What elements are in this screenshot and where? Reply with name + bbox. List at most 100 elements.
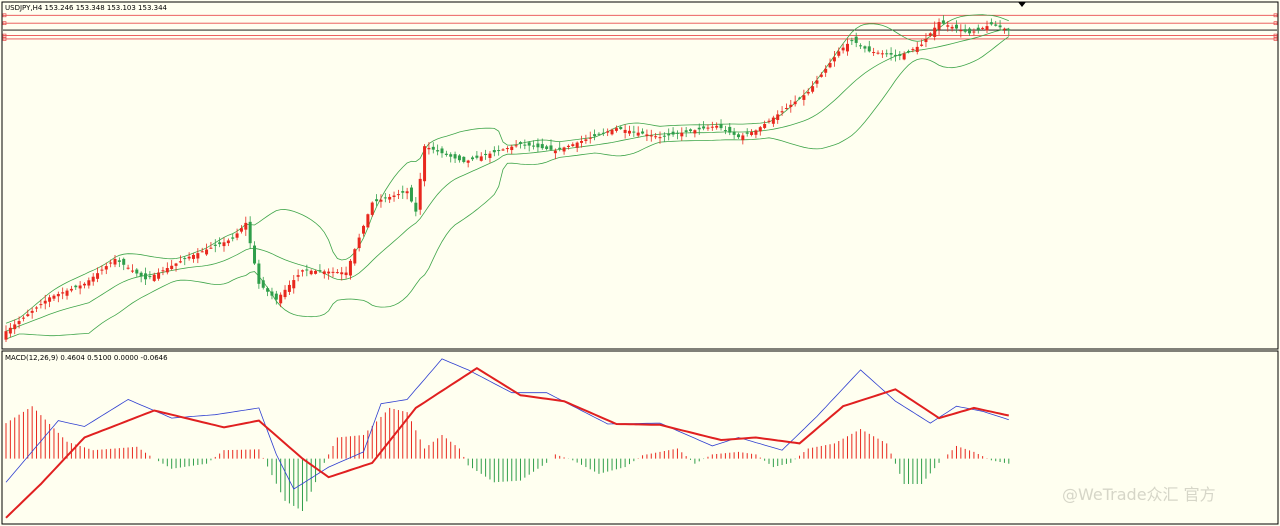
candle-body [702,126,706,129]
chart-shift-marker[interactable] [1018,2,1026,7]
candle-body [876,52,880,54]
candle-body [401,191,405,193]
candle-body [928,33,932,36]
candle-body [375,199,379,202]
horizontal-levels[interactable] [2,13,1278,41]
candle-body [117,260,121,262]
candle-body [183,258,187,260]
candle-body [305,269,309,271]
candle-body [340,272,344,275]
candle-body [226,240,230,244]
candle-body [619,127,623,130]
candle-body [745,132,749,134]
candle-body [523,144,527,146]
candle-body [907,50,911,52]
candle-body [514,145,518,147]
candle-body [562,147,566,152]
candle-body [213,244,217,246]
candle-body [17,321,21,325]
candle-body [253,245,257,264]
candle-body [593,134,597,137]
candle-body [880,53,884,55]
candle-body [780,111,784,113]
candle-body [941,20,945,24]
candle-body [30,310,34,313]
candle-body [35,307,39,309]
candle-body [440,148,444,154]
candle-body [13,324,17,330]
level-handle-left [2,21,7,26]
candle-body [104,266,108,270]
candle-body [187,256,191,259]
candle-body [423,146,427,182]
price-panel-title: USDJPY,H4 153.246 153.348 153.103 153.34… [5,4,168,12]
candle-body [532,145,536,147]
level-handle-left [2,37,7,41]
candle-body [344,272,348,276]
candle-body [763,123,767,128]
candle-body [165,268,169,273]
candle-body [239,228,243,232]
candle-body [82,283,86,286]
candle-body [789,104,793,108]
candle-body [396,194,400,196]
candle-body [488,153,492,158]
candle-body [889,52,893,55]
candle-body [758,127,762,132]
candle-body [623,129,627,133]
candle-body [126,267,130,269]
candle-body [353,249,357,264]
candle-body [274,293,278,300]
candle-body [754,130,758,135]
candle-body [867,46,871,52]
candle-body [549,145,553,150]
candle-body [693,130,697,134]
price-panel[interactable]: USDJPY,H4 153.246 153.348 153.103 153.34… [1,1,1279,350]
candle-body [144,273,148,280]
candle-body [235,233,239,238]
candle-body [584,139,588,141]
candle-body [662,135,666,137]
candle-body [87,280,91,286]
candle-body [191,254,195,259]
candle-body [741,135,745,141]
macd-panel[interactable]: MACD(12,26,9) 0.4604 0.5100 0.0000 -0.06… [1,350,1279,525]
candle-body [933,27,937,37]
macd-signal-line [5,367,1010,519]
bollinger-bands [5,14,1010,340]
candle-body [924,38,928,43]
candle-body [723,130,727,132]
candle-body [157,272,161,279]
candle-body [802,95,806,100]
candle-body [937,22,941,30]
candle-body [841,47,845,51]
candle-body [715,125,719,128]
candle-body [989,22,993,25]
candle-body [811,86,815,92]
level-handle-right [1273,13,1278,18]
candle-body [43,300,47,304]
candle-body [601,132,605,134]
level-handle-left [2,33,7,38]
candle-body [331,271,335,273]
level-handle-left [2,13,7,18]
candle-body [815,80,819,84]
candle-body [614,128,618,131]
candle-body [580,141,584,143]
candle-body [998,25,1002,28]
candle-body [26,314,30,317]
candle-body [994,24,998,26]
candle-body [178,261,182,263]
candle-body [174,263,178,266]
candle-body [837,51,841,56]
candle-body [48,297,52,302]
candle-body [139,272,143,277]
candle-body [370,202,374,215]
candle-body [510,146,514,151]
candle-body [309,270,313,275]
candle-body [65,290,69,296]
candle-body [196,253,200,259]
candle-body [859,45,863,47]
